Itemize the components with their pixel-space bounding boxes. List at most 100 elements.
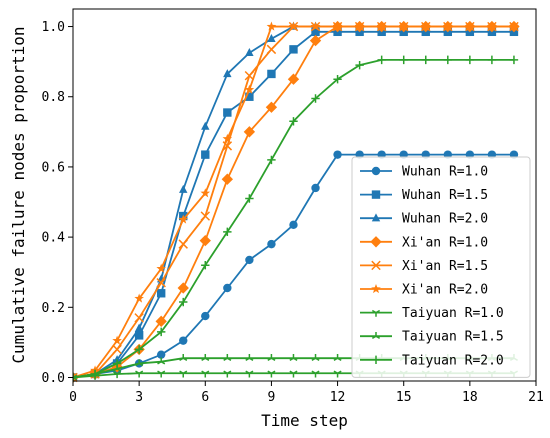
marker-x	[134, 313, 144, 323]
marker-plus	[443, 55, 453, 65]
legend-label: Xi'an R=1.5	[402, 259, 488, 274]
legend-item: Taiyuan R=1.0	[360, 306, 504, 321]
marker-circle	[267, 239, 276, 249]
marker-triangle	[179, 184, 188, 193]
marker-circle	[223, 283, 232, 293]
marker-star	[371, 283, 381, 294]
marker-plus	[201, 260, 210, 270]
x-tick-label: 3	[135, 390, 143, 405]
marker-plus	[399, 55, 408, 65]
marker-star	[112, 335, 122, 345]
marker-triangle	[267, 34, 276, 42]
y-tick-label: 0.8	[42, 90, 65, 105]
x-tick-label: 15	[396, 390, 412, 405]
marker-star	[288, 21, 299, 31]
legend-label: Wuhan R=1.5	[402, 188, 488, 203]
legend-item: Wuhan R=2.0	[360, 212, 488, 227]
y-tick-label: 0.6	[42, 160, 65, 175]
marker-tri-up	[223, 353, 232, 361]
marker-diamond	[265, 101, 278, 113]
marker-star	[420, 21, 431, 31]
marker-star	[509, 21, 519, 31]
marker-square	[267, 69, 276, 79]
marker-tri-down	[333, 370, 342, 378]
marker-square	[371, 190, 381, 199]
marker-star	[222, 133, 233, 143]
marker-triangle	[245, 48, 254, 57]
legend: Wuhan R=1.0 Wuhan R=1.5 Wuhan R=2.0 Xi'an R…	[351, 156, 531, 378]
marker-star	[465, 21, 475, 31]
marker-plus	[487, 55, 497, 65]
marker-tri-down	[311, 370, 320, 378]
marker-star	[487, 21, 497, 31]
marker-x	[266, 44, 277, 55]
legend-item: Taiyuan R=1.5	[360, 330, 504, 345]
marker-plus	[289, 117, 298, 126]
marker-plus	[371, 355, 381, 364]
legend-label: Wuhan R=2.0	[402, 212, 488, 227]
marker-diamond	[155, 315, 167, 328]
axes-frame	[72, 8, 537, 382]
marker-circle	[245, 255, 254, 265]
legend-label: Taiyuan R=2.0	[402, 353, 504, 368]
marker-star	[376, 21, 387, 31]
marker-plus	[90, 369, 100, 379]
marker-tri-down	[267, 370, 276, 378]
marker-tri-down	[157, 370, 166, 378]
legend-label: Wuhan R=1.0	[402, 165, 488, 180]
marker-plus	[311, 94, 320, 103]
legend-label: Taiyuan R=1.5	[402, 330, 504, 345]
marker-circle	[333, 150, 342, 159]
marker-diamond	[221, 173, 234, 185]
marker-tri-up	[371, 332, 381, 339]
marker-tri-up	[267, 353, 276, 361]
marker-x	[200, 211, 211, 221]
legend-item: Xi'an R=1.5	[360, 259, 488, 274]
marker-tri-down	[245, 370, 254, 378]
marker-plus	[333, 74, 342, 84]
marker-tri-down	[289, 370, 298, 378]
marker-square	[201, 150, 210, 159]
marker-tri-down	[201, 370, 210, 378]
series-xi-an-r-2-0	[73, 21, 519, 382]
marker-square	[311, 27, 320, 37]
marker-plus	[245, 194, 254, 203]
marker-plus	[134, 345, 144, 354]
marker-plus	[377, 55, 386, 65]
marker-star	[443, 21, 453, 31]
marker-star	[156, 263, 166, 273]
marker-plus	[267, 155, 276, 165]
marker-plus	[509, 55, 519, 65]
legend-label: Taiyuan R=1.0	[402, 306, 504, 321]
marker-square	[289, 45, 298, 54]
marker-tri-up	[201, 353, 210, 361]
marker-tri-up	[289, 353, 298, 361]
series-taiyuan-r-2-0	[73, 55, 519, 382]
marker-square	[223, 108, 232, 117]
marker-square	[134, 331, 144, 340]
marker-star	[134, 293, 144, 303]
marker-x	[156, 278, 166, 288]
marker-star	[244, 84, 255, 94]
marker-tri-up	[135, 359, 144, 367]
marker-plus	[73, 373, 78, 382]
marker-triangle	[134, 323, 144, 332]
marker-star	[354, 21, 365, 31]
marker-x	[178, 239, 188, 249]
marker-tri-up	[311, 353, 320, 361]
x-tick-label: 18	[462, 390, 478, 405]
marker-plus	[112, 359, 122, 368]
x-tick-label: 12	[330, 390, 346, 405]
marker-x	[73, 372, 78, 383]
marker-circle	[179, 336, 188, 345]
marker-x	[112, 344, 122, 355]
marker-star	[398, 21, 409, 31]
marker-diamond	[287, 73, 300, 85]
marker-plus	[156, 327, 166, 337]
marker-tri-down	[179, 370, 188, 378]
marker-tri-up	[245, 353, 254, 361]
x-tick-label: 9	[268, 390, 276, 405]
marker-plus	[421, 55, 430, 65]
marker-x	[244, 70, 255, 81]
marker-diamond	[177, 282, 189, 294]
